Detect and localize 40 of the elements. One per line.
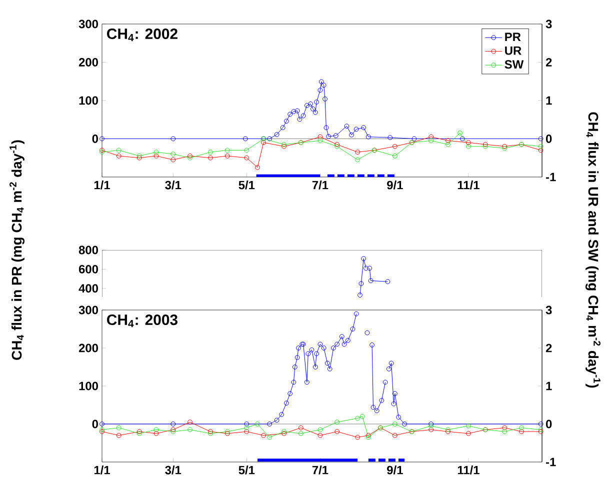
y-tick-label: 200 <box>78 58 98 66</box>
y2-tick-label: 0 <box>546 420 552 428</box>
x-tick-label: 1/1 <box>94 466 110 474</box>
y2-tick-label: 0 <box>546 134 552 143</box>
y2-tick-label: -1 <box>546 458 556 466</box>
legend-label: SW <box>504 60 524 69</box>
y-tick-label: 300 <box>78 306 98 314</box>
y-tick-label: 800 <box>78 246 98 254</box>
y-tick-label: 300 <box>78 20 98 28</box>
text: CH$_{4}$ flux in UR and SW (mg CH$_{4}$ m$^{-2}$ day$^{-1}$) <box>586 112 600 388</box>
y2-tick-label: 1 <box>546 382 552 390</box>
y2-tick-label: 3 <box>546 306 552 314</box>
x-tick-label: 3/1 <box>165 180 182 190</box>
y-tick-label: 200 <box>78 344 98 352</box>
y2-tick-label: -1 <box>546 172 556 182</box>
y2-tick-label: 1 <box>546 96 552 105</box>
chart-title: CH$_{4}$: 2003 <box>107 314 178 328</box>
x-tick-label: 11/1 <box>458 466 480 474</box>
x-tick-label: 9/1 <box>387 466 403 474</box>
x-tick-label: 1/1 <box>94 180 110 190</box>
x-tick-label: 5/1 <box>238 180 255 190</box>
y-tick-label: 400 <box>78 284 98 293</box>
y2-tick-label: 3 <box>546 20 552 28</box>
x-tick-label: 5/1 <box>238 466 255 474</box>
x-tick-label: 9/1 <box>387 180 403 190</box>
x-tick-label: 7/1 <box>312 466 328 474</box>
x-tick-label: 3/1 <box>165 466 182 474</box>
y-tick-label: 100 <box>79 96 98 105</box>
y-tick-label: 100 <box>79 382 98 390</box>
y2-tick-label: 2 <box>546 344 552 352</box>
y-tick-label: 600 <box>78 264 98 274</box>
x-tick-label: 7/1 <box>312 180 328 190</box>
legend-label: UR <box>505 46 522 55</box>
legend-label: PR <box>505 32 521 41</box>
chart-title: CH$_{4}$: 2002 <box>107 28 178 42</box>
y-tick-label: 0 <box>92 420 98 428</box>
y2-tick-label: 2 <box>546 58 552 66</box>
x-tick-label: 11/1 <box>458 180 480 190</box>
text: CH$_{4}$ flux in PR (mg CH$_{4}$ m$^{-2}$ day$^{-1}$) <box>10 140 24 360</box>
y-tick-label: 0 <box>92 134 98 143</box>
